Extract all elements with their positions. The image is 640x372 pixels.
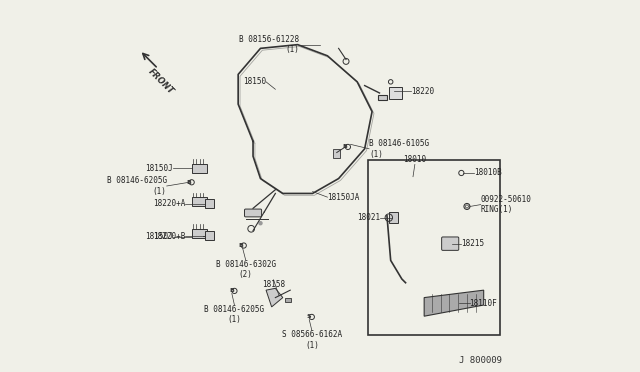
Bar (205, 231, 214, 240)
Text: B: B (343, 144, 348, 150)
Text: 18220+B: 18220+B (153, 232, 186, 241)
Text: 18150J: 18150J (145, 232, 173, 241)
FancyBboxPatch shape (244, 209, 262, 217)
Text: B 08146-6205G
(1): B 08146-6205G (1) (204, 305, 264, 324)
Text: 00922-50610
RING(1): 00922-50610 RING(1) (481, 195, 532, 214)
Bar (389, 212, 398, 223)
Text: 18220: 18220 (411, 87, 435, 96)
Text: B: B (187, 180, 191, 185)
Text: 18150: 18150 (243, 77, 266, 86)
FancyBboxPatch shape (191, 229, 207, 238)
Text: 18215: 18215 (461, 239, 484, 248)
Text: 18150JA: 18150JA (328, 193, 360, 202)
Text: 18150J: 18150J (145, 164, 173, 173)
Circle shape (259, 221, 262, 225)
Polygon shape (424, 290, 484, 316)
Text: FRONT: FRONT (147, 67, 175, 96)
FancyBboxPatch shape (191, 197, 207, 206)
Text: S: S (307, 314, 312, 320)
Text: 18110F: 18110F (470, 299, 497, 308)
Text: J 800009: J 800009 (460, 356, 502, 365)
Text: 18021: 18021 (357, 213, 380, 222)
Text: 18158: 18158 (262, 280, 285, 289)
Text: B: B (229, 288, 234, 294)
Bar (333, 149, 340, 158)
Text: B 08146-6105G
(1): B 08146-6105G (1) (369, 139, 429, 158)
Polygon shape (266, 288, 283, 307)
Text: 18010B: 18010B (474, 169, 502, 177)
Bar (285, 298, 291, 302)
FancyBboxPatch shape (191, 164, 207, 173)
Bar (389, 87, 402, 99)
Text: B: B (239, 243, 244, 248)
Text: B 08146-6302G
(2): B 08146-6302G (2) (216, 260, 276, 279)
Text: S 08566-6162A
(1): S 08566-6162A (1) (282, 330, 342, 350)
FancyBboxPatch shape (442, 237, 459, 250)
Text: 18010: 18010 (403, 155, 426, 164)
Bar (369, 160, 500, 335)
Bar (205, 199, 214, 208)
Bar (378, 95, 387, 100)
Text: 18220+A: 18220+A (153, 199, 186, 208)
Text: B 08156-61228
(1): B 08156-61228 (1) (239, 35, 300, 54)
Text: B 08146-6205G
(1): B 08146-6205G (1) (107, 176, 167, 196)
